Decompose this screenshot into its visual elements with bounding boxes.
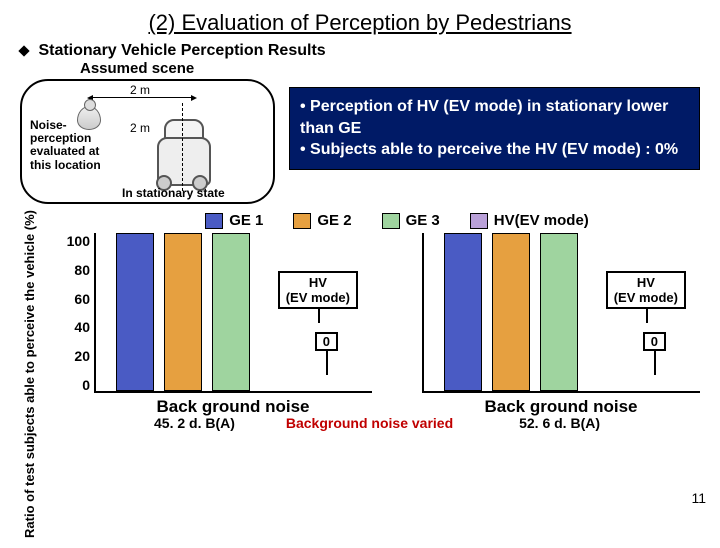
chart: Ratio of test subjects able to perceive …: [20, 210, 700, 538]
y-axis-label: Ratio of test subjects able to perceive …: [20, 210, 39, 538]
bar: [492, 233, 530, 391]
bg-varied-text: Background noise varied: [286, 415, 453, 431]
x-labels: Back ground noise Back ground noise: [94, 397, 700, 417]
summary-box: • Perception of HV (EV mode) in stationa…: [289, 87, 700, 170]
bars-group-1: [116, 233, 298, 391]
hv-callout-2: HV(EV mode): [606, 271, 686, 309]
h-arrow-icon: [92, 97, 192, 98]
page-title: (2) Evaluation of Perception by Pedestri…: [20, 10, 700, 36]
panel-2: HV(EV mode) 0: [422, 233, 700, 393]
xlabel-1-bottom: 45. 2 d. B(A): [154, 415, 235, 431]
bar: [260, 390, 298, 391]
hv-callout-1: HV(EV mode): [278, 271, 358, 309]
legend-item: GE 1: [205, 212, 263, 229]
legend-item: HV(EV mode): [470, 212, 589, 229]
legend-item: GE 3: [382, 212, 440, 229]
scene-dist-v: 2 m: [130, 121, 150, 135]
xlabel-2-bottom: 52. 6 d. B(A): [519, 415, 600, 431]
hv-zero-1: 0: [315, 332, 338, 351]
top-row: 2 m 2 m Noise-perception evaluated at th…: [20, 79, 700, 204]
summary-bullet-1: • Perception of HV (EV mode) in stationa…: [300, 96, 689, 139]
xlabel-2-top: Back ground noise: [422, 397, 700, 417]
xlabel-1-top: Back ground noise: [94, 397, 372, 417]
panel-1: HV(EV mode) 0: [94, 233, 372, 393]
bar: [116, 233, 154, 391]
assumed-scene-label: Assumed scene: [80, 60, 700, 77]
car-centerline: [182, 103, 183, 191]
bars-group-2: [444, 233, 626, 391]
bar: [444, 233, 482, 391]
scene-diagram: 2 m 2 m Noise-perception evaluated at th…: [20, 79, 275, 204]
scene-note: Noise-perception evaluated at this locat…: [30, 119, 110, 172]
diamond-icon: [18, 45, 29, 56]
bar: [540, 233, 578, 391]
bar: [164, 233, 202, 391]
bar: [588, 390, 626, 391]
legend-item: GE 2: [293, 212, 351, 229]
scene-dist-h: 2 m: [130, 83, 150, 97]
legend: GE 1 GE 2 GE 3 HV(EV mode): [94, 212, 700, 229]
bg-varied-row: 45. 2 d. B(A) Background noise varied 52…: [39, 415, 700, 431]
section-subtitle: Stationary Vehicle Perception Results: [20, 42, 700, 60]
page-number: 11: [691, 490, 706, 506]
hv-zero-2: 0: [643, 332, 666, 351]
bar: [212, 233, 250, 391]
subtitle-text: Stationary Vehicle Perception Results: [38, 42, 325, 59]
y-axis-ticks: 100806040200: [56, 233, 90, 393]
plot-area: 100806040200 HV(EV mode) 0 HV(EV mode) 0: [94, 233, 700, 393]
summary-bullet-2: • Subjects able to perceive the HV (EV m…: [300, 139, 689, 161]
scene-state: In stationary state: [122, 186, 225, 200]
